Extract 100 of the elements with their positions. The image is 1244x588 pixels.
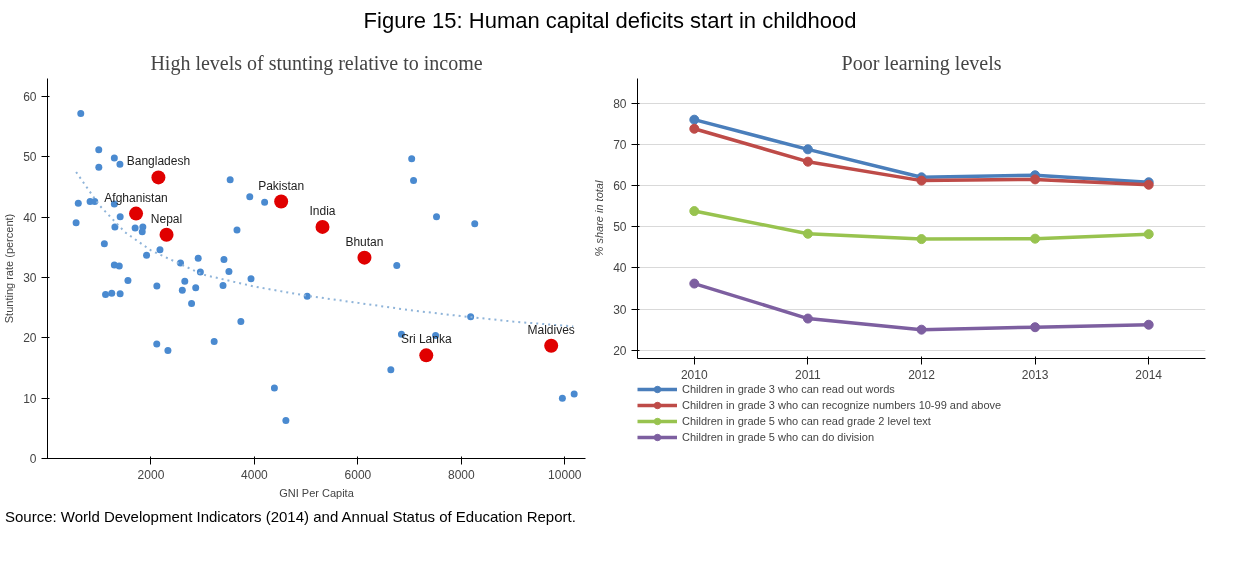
point (115, 262, 123, 270)
point (1030, 322, 1041, 333)
point (111, 223, 119, 231)
point (192, 284, 200, 292)
point (410, 176, 418, 184)
point (802, 228, 813, 239)
point (95, 163, 103, 171)
point (916, 324, 927, 335)
point (188, 299, 196, 307)
y-tick-label: 10 (23, 391, 37, 406)
chart-title: High levels of stunting relative to income (150, 51, 483, 75)
y-tick-label: 80 (613, 96, 627, 111)
point (689, 123, 700, 134)
point (102, 290, 110, 298)
y-tick-label: 0 (29, 452, 37, 466)
point (393, 261, 401, 269)
point (282, 417, 290, 424)
data-label: India (309, 203, 336, 218)
point (1030, 174, 1041, 185)
point (116, 290, 124, 298)
point (433, 213, 441, 221)
point (357, 250, 372, 265)
x-axis-title: GNI Per Capita (279, 486, 355, 499)
y-tick-label: 50 (613, 220, 627, 235)
point (226, 176, 234, 184)
point (131, 224, 139, 232)
x-tick-label: 2011 (795, 367, 822, 382)
point (143, 251, 151, 259)
point (225, 268, 233, 276)
point (116, 213, 124, 221)
point (544, 338, 559, 353)
data-label: Maldives (527, 322, 575, 337)
point (237, 318, 245, 326)
x-tick-label: 6000 (344, 467, 372, 482)
point (387, 366, 395, 374)
data-label: Pakistan (258, 178, 305, 193)
y-axis-title: % share in total (593, 180, 606, 257)
point (210, 337, 218, 345)
x-tick-label: 10000 (548, 467, 582, 482)
data-label: Nepal (150, 211, 183, 226)
point (270, 384, 278, 392)
point (219, 281, 227, 289)
point (129, 206, 144, 221)
point (261, 198, 269, 206)
x-tick-label: 2012 (908, 367, 936, 382)
point (138, 228, 146, 236)
point (178, 286, 186, 294)
point (558, 394, 566, 402)
point (156, 246, 164, 254)
y-tick-label: 70 (613, 137, 627, 152)
x-tick-label: 2014 (1135, 367, 1163, 382)
data-label: Sri Lanka (400, 332, 452, 347)
data-label: Bangladesh (126, 154, 191, 169)
caption: Figure 15: Human capital deficits start in childhood (363, 7, 857, 35)
point (570, 390, 578, 398)
point (100, 240, 108, 248)
y-tick-label: 40 (613, 261, 627, 276)
point (151, 170, 166, 185)
point (74, 199, 82, 207)
point (116, 160, 124, 168)
legend-label: Children in grade 5 who can read grade 2 level text (682, 414, 931, 429)
x-tick-label: 4000 (241, 467, 269, 482)
point (315, 219, 330, 234)
point (95, 146, 103, 154)
point (802, 313, 813, 324)
y-tick-label: 30 (23, 271, 37, 286)
point (802, 156, 813, 167)
point (689, 114, 700, 125)
point (408, 155, 416, 163)
point (471, 220, 479, 228)
point (108, 289, 116, 297)
x-tick-label: 8000 (448, 467, 476, 482)
point (916, 234, 927, 245)
point (181, 277, 189, 285)
legend-label: Children in grade 5 who can do division (682, 430, 875, 445)
y-tick-label: 20 (613, 343, 627, 358)
chart-title: Poor learning levels (841, 51, 1002, 75)
point (1143, 319, 1154, 330)
point (164, 347, 172, 355)
y-tick-label: 30 (613, 302, 627, 317)
point (194, 254, 202, 262)
data-label: Bhutan (345, 234, 384, 249)
point (153, 282, 161, 290)
point (419, 348, 434, 363)
y-tick-label: 50 (23, 150, 37, 165)
y-axis-title: Stunting rate (percent) (3, 213, 16, 324)
point (159, 227, 174, 242)
x-tick-label: 2010 (680, 367, 708, 382)
legend-label: Children in grade 3 who can recognize numbers 10-99 and above (682, 398, 1002, 413)
y-tick-label: 60 (23, 90, 37, 105)
x-tick-label: 2013 (1021, 367, 1049, 382)
point (77, 109, 85, 117)
point (1030, 233, 1041, 244)
point (246, 193, 254, 201)
point (689, 278, 700, 289)
x-tick-label: 2000 (137, 467, 165, 482)
y-tick-label: 60 (613, 179, 627, 194)
point (274, 194, 289, 209)
point (1143, 229, 1154, 240)
y-tick-label: 20 (23, 331, 37, 346)
